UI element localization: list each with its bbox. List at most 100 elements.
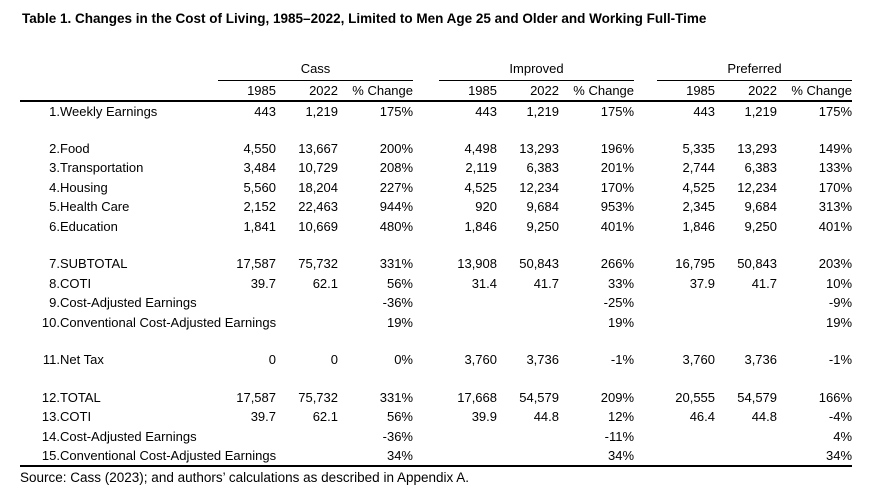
cell-improved-pct-change: 12% bbox=[607, 409, 635, 425]
cell-preferred-pct-change: 4% bbox=[833, 428, 853, 444]
cell-cass-1985: 4,550 bbox=[243, 140, 276, 156]
cell-preferred-2022 bbox=[715, 313, 777, 333]
row-number: 11. bbox=[42, 352, 60, 368]
cost-of-living-table: Cass Improved Preferred 1985 2022 % Chan… bbox=[20, 58, 853, 467]
cell-cass-1985: 443 bbox=[254, 103, 276, 119]
cell-improved-2022: 1,219 bbox=[526, 103, 559, 119]
spacer-cell bbox=[20, 332, 852, 350]
gap-cell bbox=[413, 217, 439, 237]
cell-cass-pct-change: 331% bbox=[379, 389, 413, 405]
cell-preferred-2022: 44.8 bbox=[751, 409, 778, 425]
row-number: 13. bbox=[41, 409, 60, 425]
cell-preferred-pct-change: -1% bbox=[828, 352, 853, 368]
table-row: 9. Cost-Adjusted Earnings -36% -25% -9% bbox=[20, 293, 852, 313]
gap-cell bbox=[634, 293, 657, 313]
column-header-cass-1985: 1985 bbox=[218, 80, 276, 102]
table-row: 13. COTI 39.7 62.1 56% 39.9 44.8 12% 46.4 44.8 -4% bbox=[20, 407, 852, 427]
gap-cell bbox=[413, 139, 439, 159]
gap-cell bbox=[413, 254, 439, 274]
cell-improved-2022 bbox=[497, 293, 559, 313]
cell-improved-pct-change: 19% bbox=[607, 314, 635, 330]
row-number: 7. bbox=[49, 256, 60, 272]
spacer-cell bbox=[20, 370, 852, 388]
spacer-row bbox=[20, 236, 852, 254]
table-row: 1. Weekly Earnings 443 1,219 175% 443 1,219 175… bbox=[20, 101, 852, 121]
column-header-improved-pct-change: % Change bbox=[559, 80, 635, 102]
cell-preferred-2022 bbox=[715, 427, 777, 447]
row-number: 2. bbox=[49, 140, 60, 156]
gap-cell bbox=[634, 178, 657, 198]
row-number: 9. bbox=[49, 295, 60, 311]
gap-cell bbox=[413, 350, 439, 370]
cell-cass-pct-change: -36% bbox=[382, 428, 413, 444]
cell-improved-pct-change: 196% bbox=[600, 140, 635, 156]
cell-improved-1985: 2,119 bbox=[465, 160, 497, 176]
gap-cell bbox=[634, 80, 658, 102]
cell-improved-2022: 9,250 bbox=[526, 218, 559, 234]
cell-improved-1985 bbox=[439, 446, 497, 467]
cell-improved-pct-change: 401% bbox=[600, 218, 635, 234]
column-header-preferred-1985: 1985 bbox=[657, 80, 716, 102]
spacer-cell bbox=[20, 236, 852, 254]
cell-preferred-pct-change: 166% bbox=[818, 389, 853, 405]
cell-improved-1985 bbox=[439, 293, 497, 313]
cell-preferred-pct-change: 175% bbox=[818, 103, 853, 119]
cell-cass-pct-change: 19% bbox=[386, 314, 413, 330]
cell-cass-2022: 22,463 bbox=[298, 199, 338, 215]
cell-preferred-1985: 16,795 bbox=[675, 256, 716, 272]
gap-cell bbox=[413, 101, 439, 121]
cell-cass-2022 bbox=[276, 313, 338, 333]
table-row: 10. Conventional Cost-Adjusted Earnings 19… bbox=[20, 313, 852, 333]
gap-cell bbox=[634, 197, 657, 217]
column-header-preferred-2022: 2022 bbox=[715, 80, 778, 102]
cell-cass-1985 bbox=[218, 446, 276, 467]
cell-cass-pct-change: 56% bbox=[386, 409, 413, 425]
group-header-row: Cass Improved Preferred bbox=[20, 58, 853, 81]
cell-improved-pct-change: 170% bbox=[600, 179, 635, 195]
cell-cass-2022: 13,667 bbox=[298, 140, 338, 156]
group-header-cass: Cass bbox=[218, 58, 413, 81]
cell-preferred-2022: 6,383 bbox=[744, 160, 778, 176]
gap-cell bbox=[634, 254, 657, 274]
cell-improved-pct-change: 34% bbox=[559, 446, 635, 467]
group-header-improved: Improved bbox=[439, 58, 635, 81]
cell-improved-1985: 17,668 bbox=[457, 389, 497, 405]
cell-improved-1985: 4,525 bbox=[464, 179, 497, 195]
cell-preferred-pct-change: 149% bbox=[818, 140, 853, 156]
cell-improved-pct-change: 953% bbox=[600, 199, 635, 215]
gap-cell bbox=[413, 293, 439, 313]
gap-cell bbox=[634, 101, 657, 121]
cell-improved-2022: 12,234 bbox=[519, 179, 559, 195]
cell-cass-1985: 2,152 bbox=[243, 199, 276, 215]
cell-preferred-pct-change: -9% bbox=[828, 295, 853, 311]
cell-improved-2022: 13,293 bbox=[519, 140, 559, 156]
cell-improved-2022: 9,684 bbox=[526, 199, 559, 215]
cell-cass-2022: 75,732 bbox=[298, 389, 338, 405]
row-number: 6. bbox=[49, 218, 60, 234]
cell-preferred-1985: 20,555 bbox=[675, 389, 716, 405]
gap-cell bbox=[634, 58, 657, 80]
cell-preferred-1985: 443 bbox=[693, 103, 716, 119]
group-header-preferred: Preferred bbox=[657, 58, 853, 81]
row-label: Education bbox=[60, 218, 118, 234]
table-row: 6. Education 1,841 10,669 480% 1,846 9,250 401%… bbox=[20, 217, 852, 237]
cell-preferred-1985: 1,846 bbox=[682, 218, 716, 234]
gap-cell bbox=[413, 58, 439, 80]
cell-cass-2022: 1,219 bbox=[305, 103, 338, 119]
cell-preferred-2022: 1,219 bbox=[744, 103, 778, 119]
spacer-row bbox=[20, 121, 852, 139]
cell-cass-1985: 0 bbox=[268, 352, 276, 368]
gap-cell bbox=[634, 313, 657, 333]
table-row: 7. SUBTOTAL 17,587 75,732 331% 13,908 50,843 26… bbox=[20, 254, 852, 274]
cell-preferred-1985 bbox=[657, 446, 716, 467]
cell-preferred-pct-change: 34% bbox=[777, 446, 853, 467]
cell-improved-1985 bbox=[439, 427, 497, 447]
row-label: Conventional Cost-Adjusted Earnings bbox=[60, 314, 277, 330]
table-row: 8. COTI 39.7 62.1 56% 31.4 41.7 33% 37.9 41.7 10% bbox=[20, 274, 852, 294]
cell-preferred-1985: 5,335 bbox=[682, 140, 716, 156]
gap-cell bbox=[413, 446, 439, 467]
empty-header-cell bbox=[60, 80, 218, 102]
gap-cell bbox=[634, 407, 657, 427]
row-label: TOTAL bbox=[60, 389, 101, 405]
cell-preferred-1985: 4,525 bbox=[682, 179, 716, 195]
